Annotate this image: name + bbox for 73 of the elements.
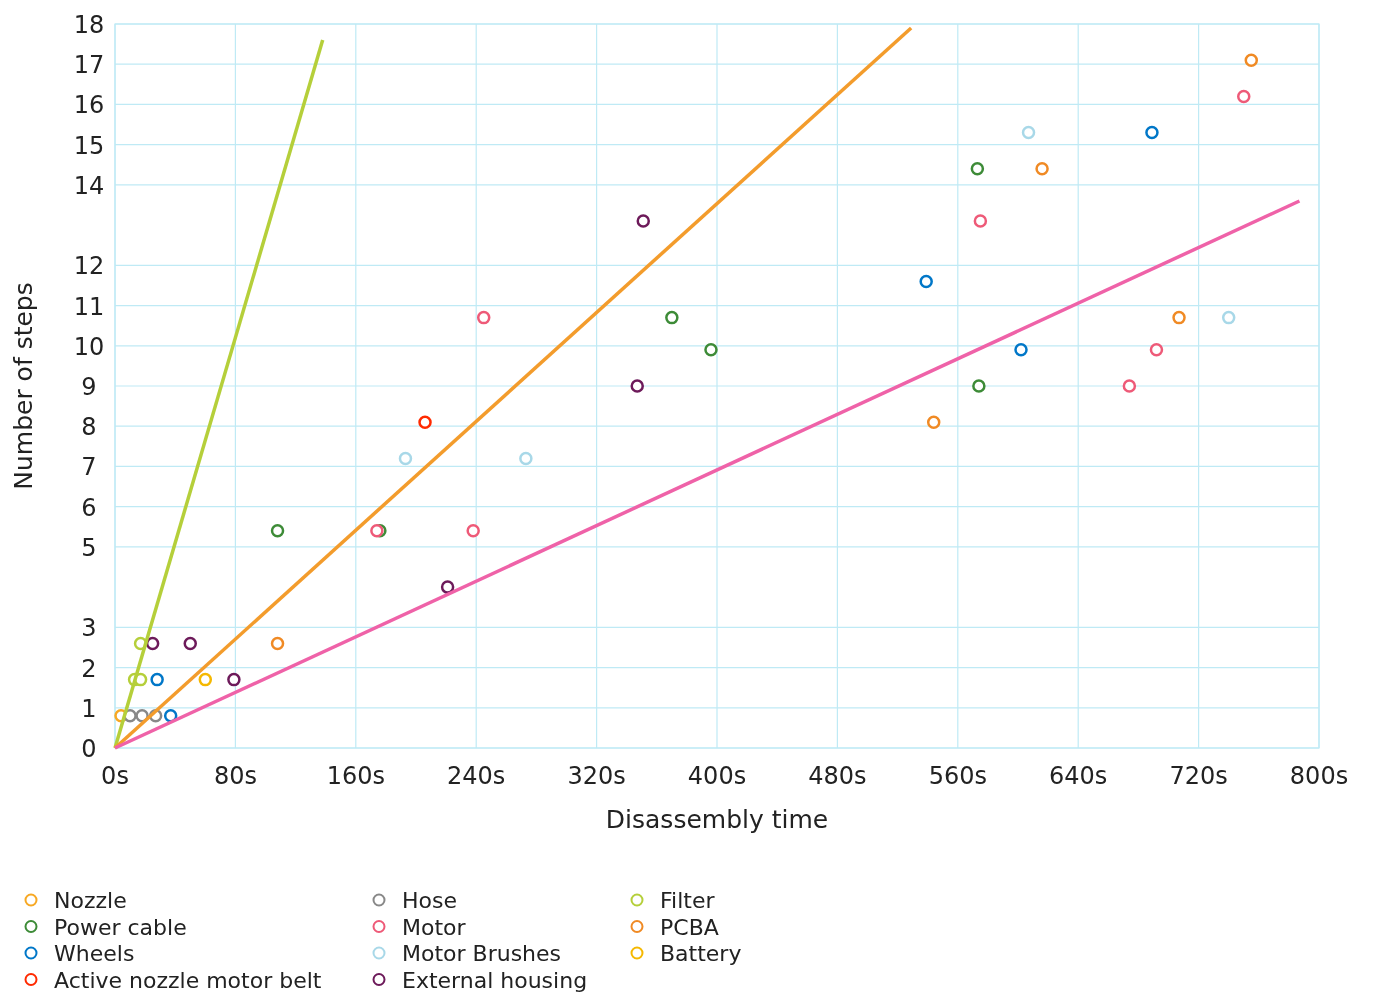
point <box>440 580 455 594</box>
point <box>466 524 480 538</box>
y-tick-label: 9 <box>81 373 97 401</box>
y-tick-label: 8 <box>81 413 97 442</box>
point <box>398 451 413 466</box>
point <box>630 379 644 393</box>
x-axis-title: Disassembly time <box>605 805 829 834</box>
y-tick-label: 17 <box>73 51 105 80</box>
point <box>1145 125 1159 140</box>
legend-label: External housing <box>402 967 588 993</box>
x-tick-label: 80s <box>213 762 257 790</box>
y-tick-label: 6 <box>81 493 97 522</box>
y-tick-label: 7 <box>81 453 97 482</box>
y-tick-label: 16 <box>73 91 105 120</box>
x-tick-label: 240s <box>447 762 506 790</box>
legend-label: PCBA <box>660 914 719 940</box>
y-tick-label: 18 <box>73 11 105 39</box>
legend-label: Hose <box>402 888 457 913</box>
legend-label: Motor Brushes <box>402 941 562 966</box>
y-tick-label: 14 <box>73 171 105 200</box>
point <box>1244 53 1259 67</box>
x-tick-label: 720s <box>1169 762 1228 790</box>
point <box>704 343 718 357</box>
point <box>973 214 988 228</box>
point <box>665 310 679 325</box>
point <box>1014 343 1028 357</box>
point <box>198 672 213 687</box>
point <box>476 310 491 325</box>
y-tick-label: 3 <box>81 614 97 643</box>
point <box>970 162 985 176</box>
point <box>919 274 933 289</box>
y-axis-title: Number of steps <box>9 282 38 490</box>
legend-label: Wheels <box>54 941 135 966</box>
point <box>227 672 241 687</box>
point <box>270 636 285 651</box>
legend-label: Active nozzle motor belt <box>54 967 322 993</box>
point <box>519 451 533 466</box>
point <box>1237 89 1251 104</box>
point <box>1122 379 1137 393</box>
x-tick-label: 400s <box>687 762 747 790</box>
y-tick-label: 0 <box>81 735 97 763</box>
legend-label: Battery <box>660 941 742 966</box>
y-tick-label: 1 <box>81 694 97 723</box>
y-tick-label: 2 <box>81 654 97 683</box>
point <box>183 636 197 651</box>
x-tick-label: 560s <box>928 762 987 790</box>
x-tick-label: 640s <box>1049 762 1108 790</box>
legend-label: Power cable <box>54 914 187 940</box>
point <box>1021 125 1036 140</box>
x-tick-label: 0s <box>101 762 129 790</box>
point <box>972 379 986 393</box>
legend-label: Motor <box>402 914 467 940</box>
legend-label: Filter <box>660 888 716 913</box>
point <box>636 214 651 228</box>
x-tick-label: 800s <box>1289 762 1349 790</box>
y-tick-label: 11 <box>73 292 105 321</box>
x-tick-label: 160s <box>326 762 385 790</box>
point <box>1172 310 1186 325</box>
point <box>1221 310 1236 325</box>
point <box>1149 343 1164 357</box>
legend-label: Nozzle <box>54 888 127 913</box>
point <box>145 636 160 651</box>
y-tick-label: 15 <box>73 131 105 160</box>
x-tick-label: 320s <box>567 762 626 790</box>
point <box>926 415 941 429</box>
x-tick-label: 480s <box>808 762 867 790</box>
point <box>1035 162 1049 176</box>
y-tick-label: 5 <box>81 533 97 562</box>
y-tick-label: 12 <box>73 252 105 281</box>
point <box>270 524 285 538</box>
y-tick-label: 10 <box>73 332 105 361</box>
point <box>418 415 432 429</box>
point <box>150 672 164 687</box>
